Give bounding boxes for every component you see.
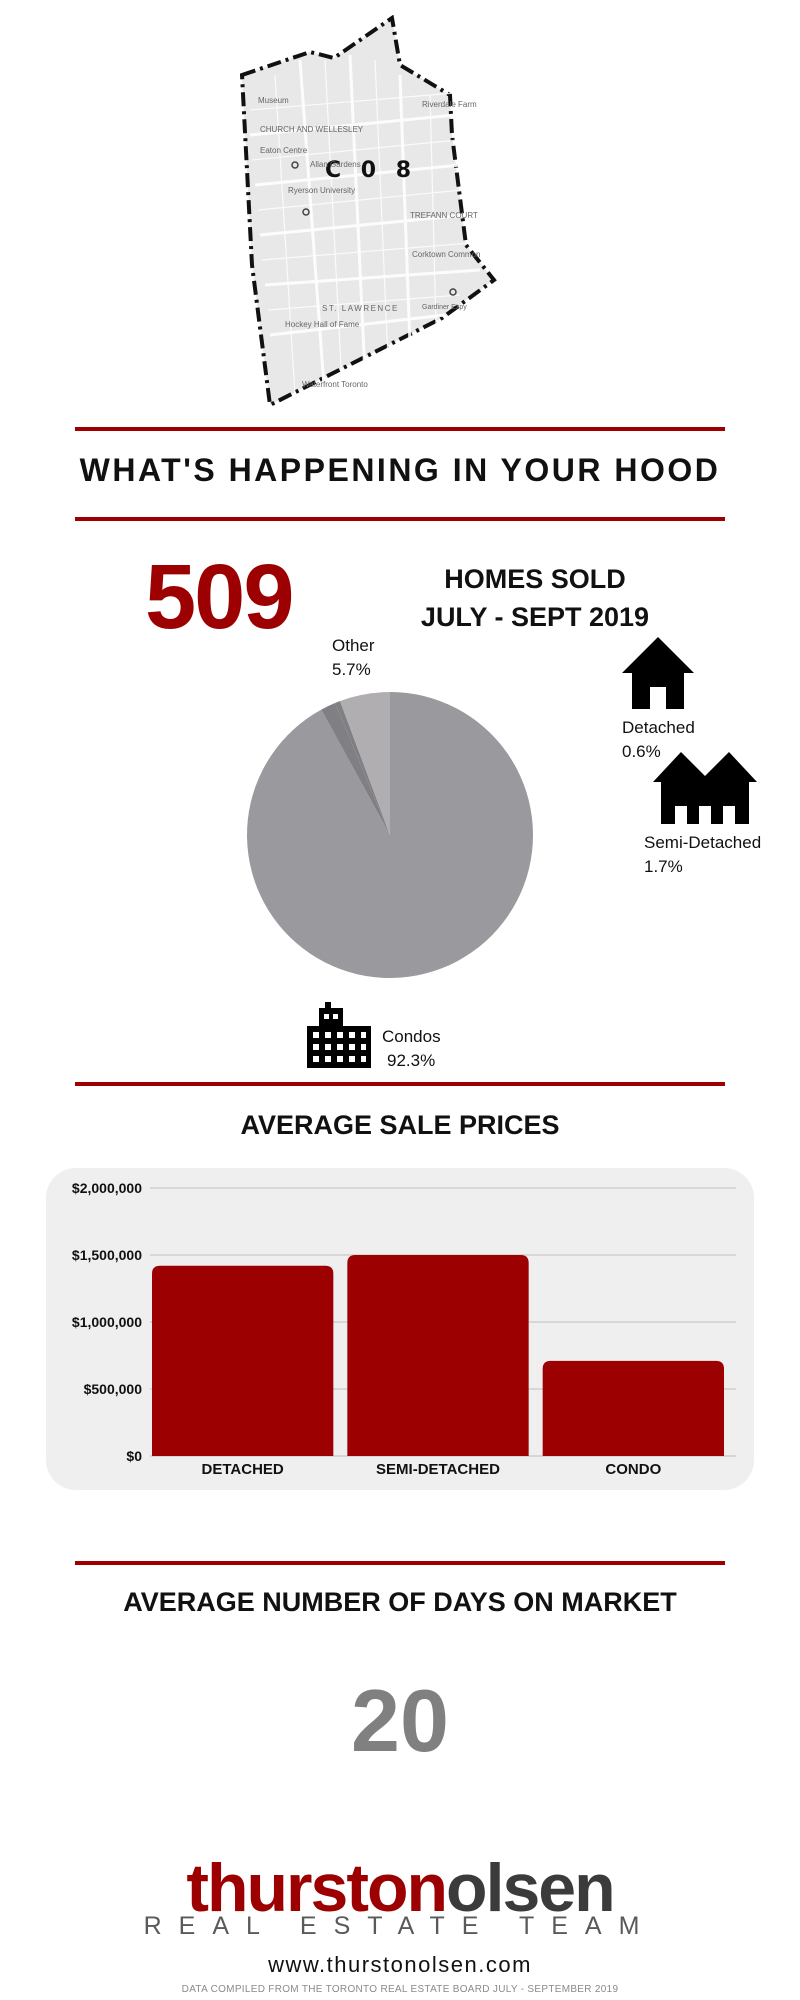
map-label-waterfront: Waterfront Toronto — [302, 380, 368, 389]
pie-slice-other — [340, 692, 390, 835]
detached-name: Detached — [622, 718, 695, 737]
bar-detached — [152, 1265, 334, 1456]
detached-label: Detached 0.6% — [622, 716, 695, 764]
district-map-graphic: C 0 8 Riverdale Farm CHURCH AND WELLESLE… — [239, 14, 497, 409]
y-tick-label: $0 — [126, 1448, 142, 1464]
y-tick-label: $1,500,000 — [72, 1247, 142, 1263]
map-label-hockey: Hockey Hall of Fame — [285, 320, 360, 329]
pie-slice-semi-detached — [321, 702, 390, 835]
divider — [75, 517, 725, 521]
map-label-church: CHURCH AND WELLESLEY — [260, 125, 364, 134]
pie-slice-detached — [335, 701, 390, 835]
homes-sold-count: 509 — [145, 546, 294, 648]
days-title: AVERAGE NUMBER OF DAYS ON MARKET — [123, 1587, 677, 1617]
detached-house-icon — [622, 637, 694, 709]
map-label-museum: Museum — [258, 96, 289, 105]
x-tick-label: SEMI-DETACHED — [376, 1461, 500, 1478]
map-label-allan: Allan Gardens — [310, 160, 361, 169]
brand-name-part1: thurston — [186, 1850, 448, 1926]
days-on-market-value: 20 — [351, 1671, 449, 1770]
divider — [75, 1082, 725, 1086]
pie-label-other: Other 5.7% — [332, 634, 375, 682]
website-link[interactable]: www.thurstonolsen.com — [268, 1952, 532, 1977]
divider — [75, 427, 725, 431]
bar-condo — [542, 1360, 724, 1456]
map-label-corktown: Corktown Common — [412, 250, 480, 259]
district-map: C 0 8 Riverdale Farm CHURCH AND WELLESLE… — [230, 14, 570, 410]
semi-detached-name: Semi-Detached — [644, 833, 762, 852]
semi-detached-pct: 1.7% — [644, 857, 683, 876]
prices-title: AVERAGE SALE PRICES — [240, 1110, 560, 1140]
x-tick-label: DETACHED — [202, 1461, 284, 1478]
y-tick-label: $500,000 — [84, 1381, 143, 1397]
brand-logo: thurstonolsen — [0, 1848, 800, 1928]
pie-label-other-pct: 5.7% — [332, 660, 371, 679]
bar-semi-detached — [347, 1255, 529, 1456]
map-label-gardiner: Gardiner Expy — [422, 304, 467, 311]
data-source-footnote: DATA COMPILED FROM THE TORONTO REAL ESTA… — [181, 1984, 619, 1995]
map-label-riverdale: Riverdale Farm — [422, 100, 477, 109]
map-label-ryerson: Ryerson University — [288, 186, 355, 195]
homes-sold-period: JULY - SEPT 2019 — [420, 602, 650, 632]
x-tick-label: CONDO — [605, 1461, 661, 1478]
average-sale-price-bar-chart: $0 $500,000 $1,000,000 $1,500,000 $2,000,000… — [72, 1180, 736, 1478]
detached-pct: 0.6% — [622, 742, 661, 761]
map-marker-icon — [449, 288, 457, 296]
map-label-trefann: TREFANN COURT — [410, 211, 478, 220]
brand-name-part2: olsen — [446, 1850, 616, 1926]
map-label-eaton: Eaton Centre — [260, 146, 308, 155]
semi-detached-house-icon — [653, 752, 757, 824]
condos-label: Condos 92.3% — [382, 1025, 441, 1073]
homes-sold-line1: HOMES SOLD — [444, 564, 626, 594]
pie-label-other-name: Other — [332, 636, 375, 655]
condo-building-icon — [307, 1002, 371, 1068]
map-label-stlawrence: ST. LAWRENCE — [322, 304, 399, 313]
brand-tagline: REAL ESTATE TEAM — [143, 1912, 657, 1940]
divider — [75, 1561, 725, 1565]
homes-sold-label: HOMES SOLD JULY - SEPT 2019 — [400, 560, 670, 636]
property-type-pie-chart — [247, 692, 533, 978]
y-tick-label: $2,000,000 — [72, 1180, 142, 1196]
hood-title: WHAT'S HAPPENING IN YOUR HOOD — [79, 452, 721, 488]
semi-detached-label: Semi-Detached 1.7% — [644, 831, 761, 879]
condos-name: Condos — [382, 1027, 441, 1046]
condos-pct: 92.3% — [387, 1051, 436, 1070]
y-tick-label: $1,000,000 — [72, 1314, 142, 1330]
map-marker-icon — [291, 161, 299, 169]
map-marker-icon — [302, 208, 310, 216]
district-label: C 0 8 — [325, 158, 417, 183]
